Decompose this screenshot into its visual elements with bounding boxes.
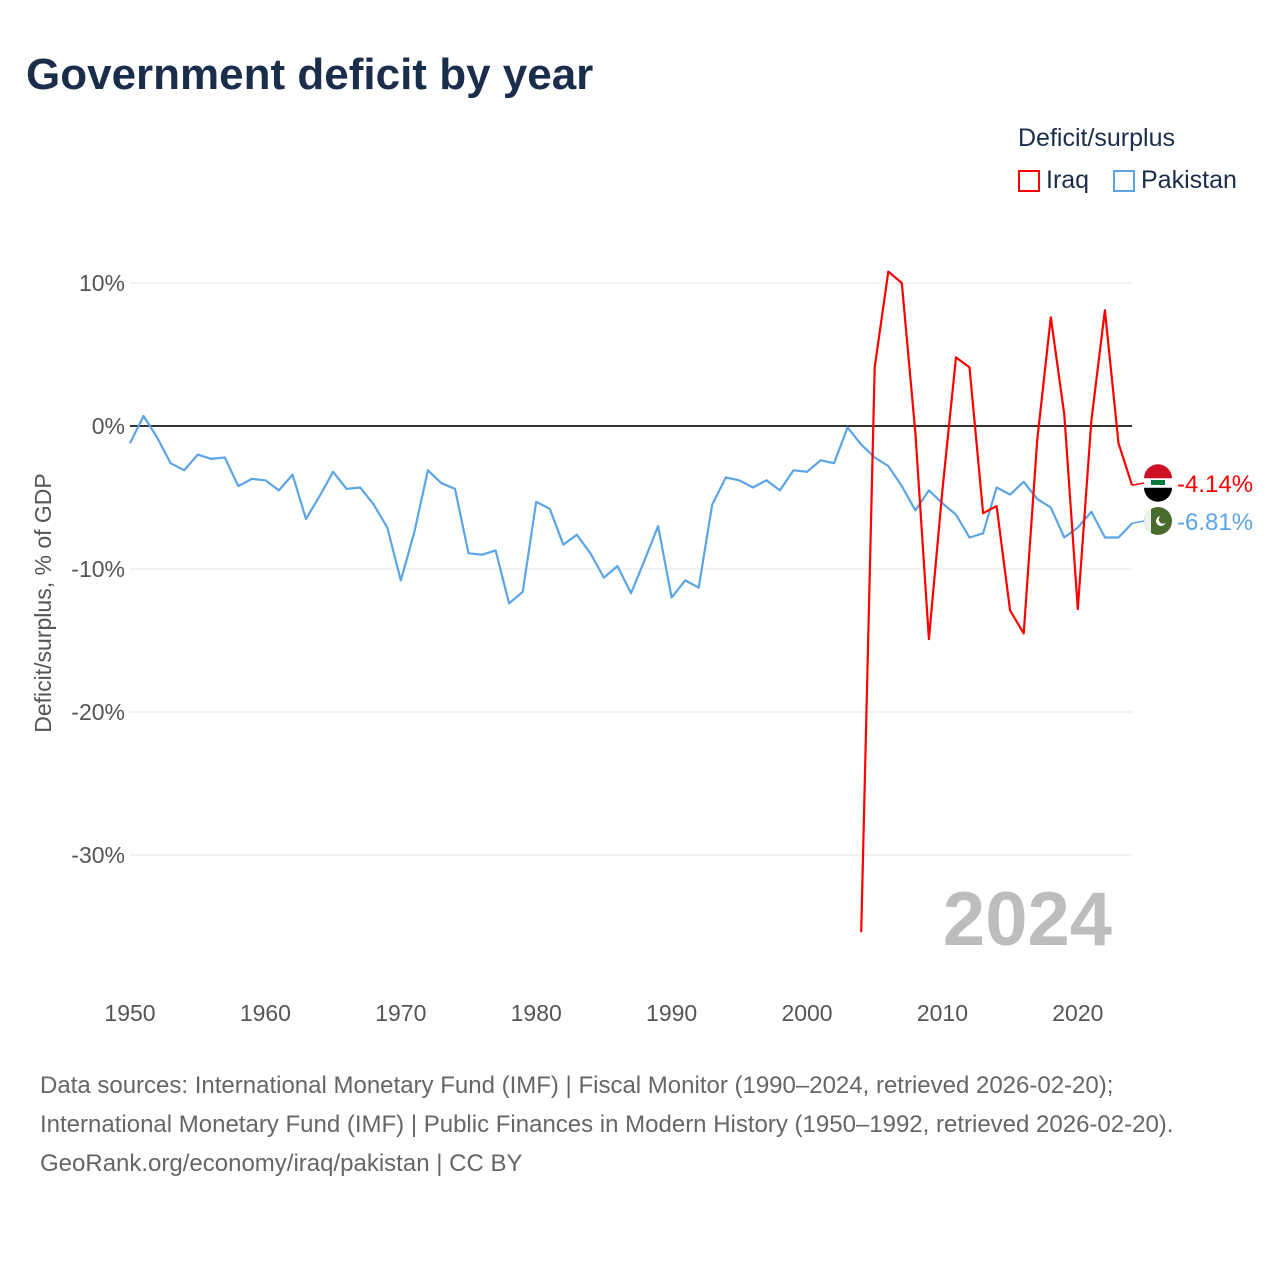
- year-watermark: 2024: [943, 877, 1112, 962]
- pakistan-flag-crescent-cut: [1158, 515, 1168, 524]
- y-tick-label: 10%: [79, 270, 125, 296]
- x-tick-label: 2000: [781, 1000, 832, 1026]
- end-value-label-iraq: -4.14%: [1177, 471, 1253, 498]
- pakistan-flag-white-band: [1144, 508, 1151, 534]
- end-connector: [1131, 520, 1145, 525]
- y-tick-label: 0%: [92, 413, 125, 439]
- x-tick-label: 2010: [917, 1000, 968, 1026]
- legend-swatch-pakistan: [1113, 169, 1135, 192]
- iraq-flag-black-band: [1144, 487, 1172, 502]
- footer: Data sources: International Monetary Fun…: [40, 1066, 1240, 1183]
- y-tick-label: -20%: [71, 699, 125, 725]
- end-connector: [1131, 482, 1145, 486]
- iraq-flag-script: [1151, 480, 1165, 485]
- x-tick-label: 1980: [511, 1000, 562, 1026]
- legend-swatch-iraq: [1018, 169, 1040, 192]
- legend-label: Pakistan: [1141, 166, 1237, 194]
- legend-label: Iraq: [1046, 166, 1090, 194]
- x-tick-label: 1960: [240, 1000, 291, 1026]
- credit-link[interactable]: GeoRank.org/economy/iraq/pakistan | CC B…: [40, 1150, 523, 1177]
- series-line-pakistan: [129, 414, 1133, 605]
- legend-title: Deficit/surplus: [1018, 124, 1175, 152]
- iraq-flag-red-band: [1144, 464, 1172, 479]
- page-title: Government deficit by year: [26, 50, 594, 99]
- y-axis-label: Deficit/surplus, % of GDP: [30, 473, 56, 732]
- y-tick-label: -30%: [71, 842, 125, 868]
- x-tick-label: 2020: [1052, 1000, 1103, 1026]
- legend-item-iraq[interactable]: Iraq: [1018, 166, 1089, 195]
- x-tick-label: 1990: [646, 1000, 697, 1026]
- x-tick-label: 1950: [104, 1000, 155, 1026]
- legend-item-pakistan[interactable]: Pakistan: [1113, 166, 1237, 195]
- series-line-iraq: [860, 270, 1134, 933]
- x-tick-label: 1970: [375, 1000, 426, 1026]
- end-value-label-pakistan: -6.81%: [1177, 509, 1253, 536]
- y-tick-label: -10%: [71, 556, 125, 582]
- data-sources: Data sources: International Monetary Fun…: [40, 1072, 1174, 1138]
